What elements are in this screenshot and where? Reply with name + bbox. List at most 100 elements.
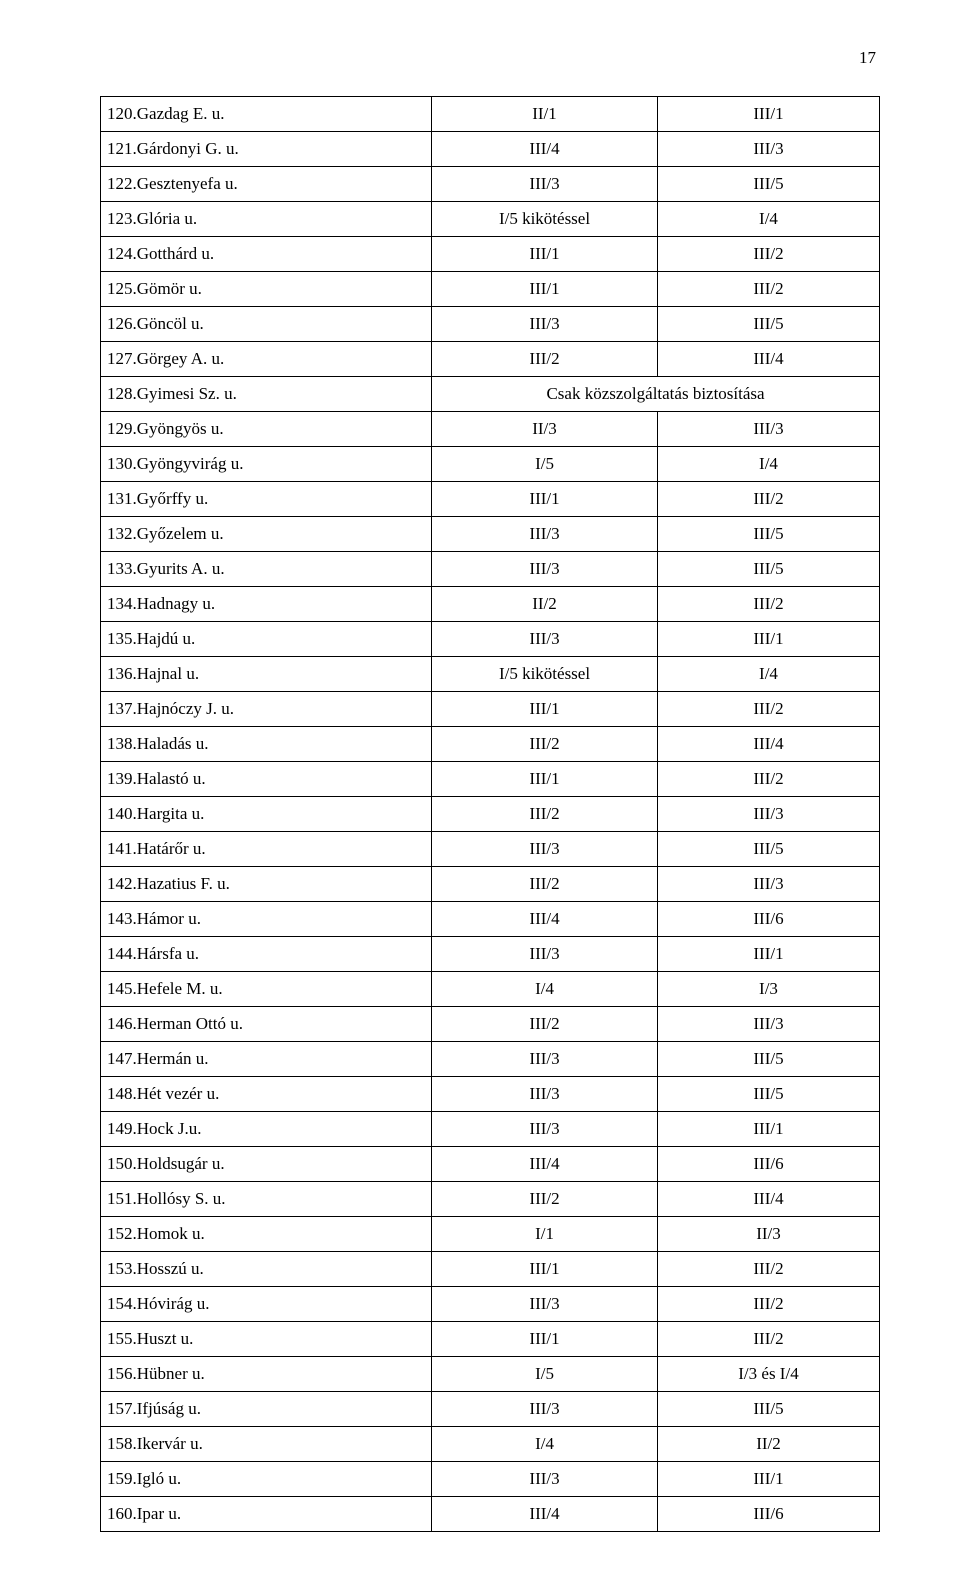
street-cell: 125.Gömör u. [101,272,432,307]
value-cell-1: I/5 [432,1357,658,1392]
street-name: Gyimesi Sz. u. [137,384,237,403]
value-cell-2: III/5 [657,1392,879,1427]
value-cell-2: I/4 [657,657,879,692]
street-cell: 129.Gyöngyös u. [101,412,432,447]
street-name: Határőr u. [137,839,206,858]
table-row: 125.Gömör u.III/1III/2 [101,272,880,307]
street-name: Halastó u. [137,769,206,788]
value-cell-2: II/3 [657,1217,879,1252]
table-row: 138.Haladás u. III/2III/4 [101,727,880,762]
value-cell-1: III/2 [432,727,658,762]
street-cell: 154.Hóvirág u. [101,1287,432,1322]
row-number: 126. [107,314,137,333]
table-row: 150.Holdsugár u.III/4III/6 [101,1147,880,1182]
street-cell: 142.Hazatius F. u. [101,867,432,902]
value-cell-2: III/1 [657,97,879,132]
table-row: 159.Igló u.III/3III/1 [101,1462,880,1497]
row-number: 130. [107,454,137,473]
value-cell-2: III/2 [657,762,879,797]
table-row: 146.Herman Ottó u.III/2III/3 [101,1007,880,1042]
value-cell-2: III/1 [657,622,879,657]
value-cell-2: III/4 [657,1182,879,1217]
table-row: 156.Hübner u.I/5I/3 és I/4 [101,1357,880,1392]
value-cell-2: III/3 [657,797,879,832]
value-cell-2: III/1 [657,1462,879,1497]
table-row: 148.Hét vezér u.III/3III/5 [101,1077,880,1112]
street-cell: 157.Ifjúság u. [101,1392,432,1427]
table-row: 130.Gyöngyvirág u.I/5I/4 [101,447,880,482]
table-row: 123.Glória u.I/5 kikötésselI/4 [101,202,880,237]
row-number: 138. [107,734,137,753]
value-cell-1: III/1 [432,1322,658,1357]
street-cell: 155.Huszt u. [101,1322,432,1357]
value-cell-2: III/6 [657,1497,879,1532]
value-cell-2: III/1 [657,1112,879,1147]
value-cell-1: III/3 [432,552,658,587]
merged-cell: Csak közszolgáltatás biztosítása [432,377,880,412]
street-cell: 151.Hollósy S. u. [101,1182,432,1217]
street-cell: 143.Hámor u. [101,902,432,937]
table-row: 132.Győzelem u.III/3III/5 [101,517,880,552]
value-cell-2: III/3 [657,412,879,447]
street-name: Gesztenyefa u. [137,174,238,193]
street-cell: 123.Glória u. [101,202,432,237]
table-row: 122.Gesztenyefa u.III/3III/5 [101,167,880,202]
street-name: Haladás u. [137,734,209,753]
table-row: 135.Hajdú u.III/3III/1 [101,622,880,657]
table-row: 142.Hazatius F. u.III/2III/3 [101,867,880,902]
value-cell-2: III/2 [657,1322,879,1357]
street-cell: 136.Hajnal u. [101,657,432,692]
street-name: Holdsugár u. [137,1154,225,1173]
street-cell: 148.Hét vezér u. [101,1077,432,1112]
value-cell-1: III/3 [432,1077,658,1112]
street-cell: 149.Hock J.u. [101,1112,432,1147]
street-name: Ifjúság u. [137,1399,201,1418]
table-row: 139.Halastó u.III/1III/2 [101,762,880,797]
value-cell-2: II/2 [657,1427,879,1462]
street-name: Hajnal u. [137,664,199,683]
value-cell-2: III/2 [657,237,879,272]
value-cell-1: III/3 [432,622,658,657]
table-row: 128.Gyimesi Sz. u.Csak közszolgáltatás b… [101,377,880,412]
value-cell-1: III/3 [432,167,658,202]
table-row: 143.Hámor u.III/4III/6 [101,902,880,937]
value-cell-1: II/2 [432,587,658,622]
value-cell-2: III/3 [657,867,879,902]
value-cell-1: III/4 [432,132,658,167]
value-cell-2: III/6 [657,902,879,937]
street-name: Hámor u. [137,909,201,928]
value-cell-1: III/2 [432,1007,658,1042]
table-row: 124.Gotthárd u.III/1III/2 [101,237,880,272]
value-cell-2: III/5 [657,1077,879,1112]
table-row: 152.Homok u.I/1II/3 [101,1217,880,1252]
value-cell-1: III/4 [432,1147,658,1182]
street-cell: 141.Határőr u. [101,832,432,867]
row-number: 145. [107,979,137,998]
row-number: 132. [107,524,137,543]
value-cell-2: III/4 [657,727,879,762]
row-number: 135. [107,629,137,648]
value-cell-1: III/3 [432,1042,658,1077]
street-cell: 133.Gyurits A. u. [101,552,432,587]
value-cell-2: III/1 [657,937,879,972]
page-number: 17 [100,48,880,68]
street-cell: 126.Göncöl u. [101,307,432,342]
value-cell-2: III/5 [657,167,879,202]
table-row: 137.Hajnóczy J. u.III/1III/2 [101,692,880,727]
table-row: 147.Hermán u.III/3III/5 [101,1042,880,1077]
row-number: 152. [107,1224,137,1243]
street-name: Gömör u. [137,279,202,298]
value-cell-1: III/2 [432,797,658,832]
row-number: 144. [107,944,137,963]
street-name: Hollósy S. u. [137,1189,226,1208]
value-cell-1: I/5 kikötéssel [432,657,658,692]
street-name: Győrffy u. [137,489,208,508]
value-cell-1: III/1 [432,237,658,272]
street-name: Hock J.u. [137,1119,202,1138]
street-name: Hóvirág u. [137,1294,210,1313]
value-cell-1: III/3 [432,1112,658,1147]
value-cell-1: II/3 [432,412,658,447]
street-cell: 130.Gyöngyvirág u. [101,447,432,482]
street-cell: 120.Gazdag E. u. [101,97,432,132]
value-cell-1: III/1 [432,482,658,517]
